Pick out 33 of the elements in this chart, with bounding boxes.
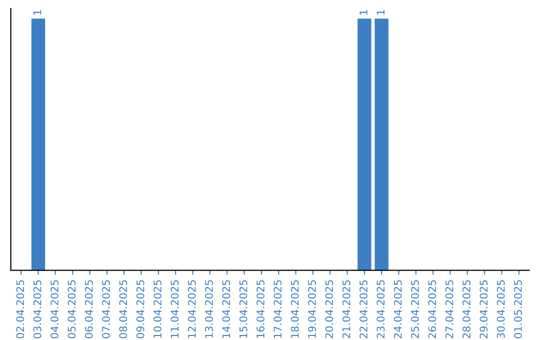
x-tick-label: 26.04.2025 bbox=[428, 280, 436, 338]
x-tick-label: 23.04.2025 bbox=[376, 280, 385, 338]
x-tick-label: 05.04.2025 bbox=[68, 280, 76, 338]
x-tick-label: 20.04.2025 bbox=[325, 280, 334, 338]
x-tick-label: 22.04.2025 bbox=[360, 280, 368, 338]
data-label: 1 bbox=[376, 10, 384, 15]
x-tick-label: 30.04.2025 bbox=[496, 280, 505, 338]
data-label: 1 bbox=[360, 10, 368, 15]
x-tick-label: 06.04.2025 bbox=[84, 280, 93, 338]
x-tick-label: 08.04.2025 bbox=[119, 280, 128, 338]
x-tick-label: 16.04.2025 bbox=[256, 280, 264, 338]
x-tick-label: 02.04.2025 bbox=[16, 280, 24, 338]
x-tick-label: 24.04.2025 bbox=[394, 280, 402, 338]
x-tick-label: 27.04.2025 bbox=[445, 280, 454, 338]
x-tick-label: 15.04.2025 bbox=[239, 280, 248, 338]
x-tick-label: 11.04.2025 bbox=[170, 280, 179, 338]
x-tick-label: 19.04.2025 bbox=[308, 280, 316, 338]
x-tick-label: 29.04.2025 bbox=[480, 280, 488, 338]
x-tick-label: 01.05.2025 bbox=[514, 280, 522, 338]
x-tick-label: 28.04.2025 bbox=[462, 280, 470, 338]
x-tick-label: 13.04.2025 bbox=[205, 280, 213, 338]
x-tick-label: 12.04.2025 bbox=[188, 280, 196, 338]
x-tick-label: 21.04.2025 bbox=[342, 280, 350, 338]
x-tick-label: 18.04.2025 bbox=[290, 280, 299, 338]
x-tick-label: 09.04.2025 bbox=[136, 280, 144, 338]
x-tick-label: 07.04.2025 bbox=[102, 280, 110, 338]
x-tick-label: 14.04.2025 bbox=[222, 280, 230, 338]
data-label: 1 bbox=[34, 10, 42, 15]
x-tick-label: 10.04.2025 bbox=[154, 280, 162, 338]
x-tick-label: 04.04.2025 bbox=[50, 280, 58, 338]
x-tick-label: 25.04.2025 bbox=[411, 280, 419, 338]
x-tick-label: 03.04.2025 bbox=[33, 280, 42, 338]
x-tick-label: 17.04.2025 bbox=[274, 280, 282, 338]
